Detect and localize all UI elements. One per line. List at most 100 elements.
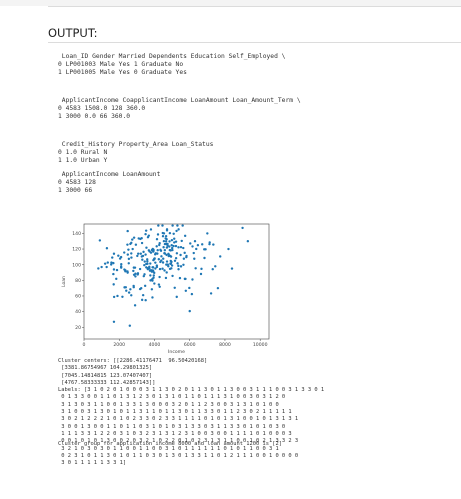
- scatter-point: [154, 267, 157, 270]
- scatter-point: [142, 274, 145, 278]
- scatter-point: [141, 258, 144, 261]
- scatter-point: [168, 240, 171, 243]
- scatter-point: [179, 253, 182, 257]
- scatter-point: [150, 270, 154, 273]
- scatter-point: [176, 262, 179, 265]
- scatter-point: [112, 272, 115, 276]
- scatter-point: [170, 244, 173, 247]
- scatter-point: [161, 235, 165, 238]
- scatter-point: [161, 267, 164, 270]
- scatter-point: [169, 259, 172, 263]
- y-tick-label: 20: [75, 325, 81, 331]
- scatter-point: [105, 265, 108, 269]
- scatter-point: [152, 274, 155, 277]
- scatter-point: [199, 272, 203, 276]
- scatter-point: [171, 274, 174, 278]
- scatter-point: [153, 282, 156, 285]
- scatter-point: [158, 285, 161, 288]
- scatter-point: [201, 243, 204, 246]
- scatter-point: [165, 228, 169, 231]
- scatter-point: [124, 270, 127, 273]
- scatter-point: [164, 276, 168, 280]
- scatter-point: [203, 248, 206, 251]
- scatter-point: [216, 286, 220, 290]
- scatter-point: [127, 262, 130, 265]
- scatter-point: [111, 256, 114, 259]
- scatter-point: [153, 257, 156, 261]
- scatter-point: [115, 268, 119, 272]
- scatter-point: [170, 246, 174, 250]
- scatter-point: [168, 248, 172, 252]
- scatter-point: [145, 266, 148, 269]
- scatter-point: [177, 246, 180, 249]
- scatter-point: [123, 251, 126, 254]
- scatter-point: [121, 295, 124, 299]
- scatter-point: [179, 245, 183, 249]
- scatter-point: [164, 237, 167, 240]
- scatter-point: [169, 262, 172, 265]
- scatter-point: [150, 278, 153, 282]
- scatter-point: [144, 229, 148, 232]
- scatter-point: [180, 239, 183, 243]
- scatter-point: [188, 286, 191, 290]
- scatter-point: [171, 248, 174, 252]
- scatter-point: [177, 228, 180, 231]
- scatter-plot: 0 2000 4000 6000 8000 10000 20 40 60 80 100 120 140 …: [58, 222, 273, 361]
- scatter-point: [174, 244, 178, 248]
- top-divider: [48, 6, 461, 7]
- scatter-point: [153, 271, 156, 275]
- scatter-point: [143, 284, 147, 288]
- scatter-point: [184, 289, 188, 292]
- x-tick-label: 8000: [219, 342, 231, 348]
- scatter-point: [160, 259, 163, 262]
- scatter-point: [126, 243, 129, 246]
- scatter-point: [165, 271, 168, 274]
- scatter-point: [112, 268, 116, 271]
- scatter-point: [134, 272, 137, 275]
- scatter-point: [130, 252, 133, 255]
- scatter-point: [164, 234, 168, 238]
- scatter-point: [165, 253, 168, 257]
- scatter-point: [100, 265, 103, 269]
- scatter-point: [175, 229, 178, 233]
- income-loan-table: ApplicantIncome LoanAmount 0 4583 128 1 …: [58, 171, 161, 195]
- scatter-point: [191, 245, 194, 248]
- scatter-point: [144, 299, 147, 302]
- scatter-point: [105, 247, 109, 250]
- scatter-point: [151, 247, 154, 251]
- scatter-point: [185, 255, 188, 259]
- scatter-point: [179, 265, 183, 268]
- scatter-point: [146, 258, 149, 261]
- scatter-point: [155, 245, 158, 248]
- scatter-point: [143, 260, 146, 263]
- scatter-point: [149, 228, 153, 231]
- scatter-point: [173, 259, 177, 262]
- top-bar: [0, 0, 461, 6]
- scatter-point: [129, 288, 132, 291]
- scatter-point: [196, 243, 200, 247]
- scatter-point: [148, 269, 152, 272]
- scatter-point: [156, 233, 160, 236]
- scatter-point: [106, 261, 109, 264]
- x-tick-label: 0: [83, 342, 86, 348]
- scatter-point: [141, 293, 145, 297]
- scatter-point: [127, 291, 131, 294]
- scatter-point: [119, 255, 123, 259]
- scatter-point: [163, 242, 167, 246]
- scatter-point: [200, 267, 203, 271]
- scatter-point: [194, 267, 197, 270]
- scatter-point: [193, 257, 196, 260]
- scatter-point: [115, 277, 118, 281]
- scatter-point: [182, 263, 185, 267]
- scatter-points: [97, 224, 250, 327]
- scatter-point: [155, 265, 159, 269]
- scatter-point: [151, 296, 154, 299]
- scatter-point: [182, 257, 186, 260]
- scatter-point: [162, 257, 165, 260]
- scatter-point: [246, 240, 250, 243]
- scatter-point: [156, 252, 159, 255]
- scatter-point: [149, 251, 153, 254]
- scatter-point: [123, 286, 126, 289]
- scatter-point: [175, 295, 178, 299]
- scatter-point: [162, 246, 165, 249]
